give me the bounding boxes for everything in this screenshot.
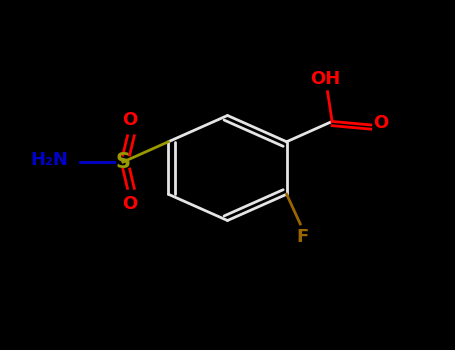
Text: H₂N: H₂N [30,151,68,169]
Text: O: O [122,111,137,129]
Text: S: S [116,152,131,172]
Text: O: O [122,195,137,213]
Text: OH: OH [310,70,340,88]
Text: F: F [296,228,308,245]
Text: O: O [373,114,388,132]
